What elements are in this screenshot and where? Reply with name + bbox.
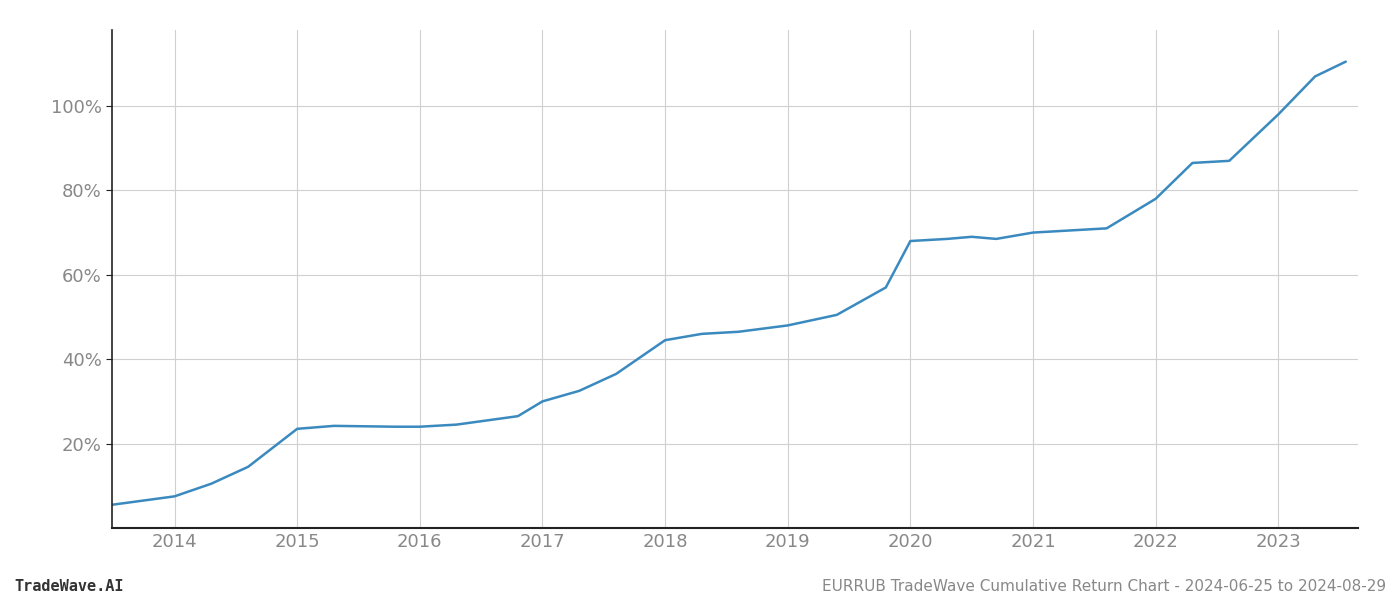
Text: EURRUB TradeWave Cumulative Return Chart - 2024-06-25 to 2024-08-29: EURRUB TradeWave Cumulative Return Chart… — [822, 579, 1386, 594]
Text: TradeWave.AI: TradeWave.AI — [14, 579, 123, 594]
